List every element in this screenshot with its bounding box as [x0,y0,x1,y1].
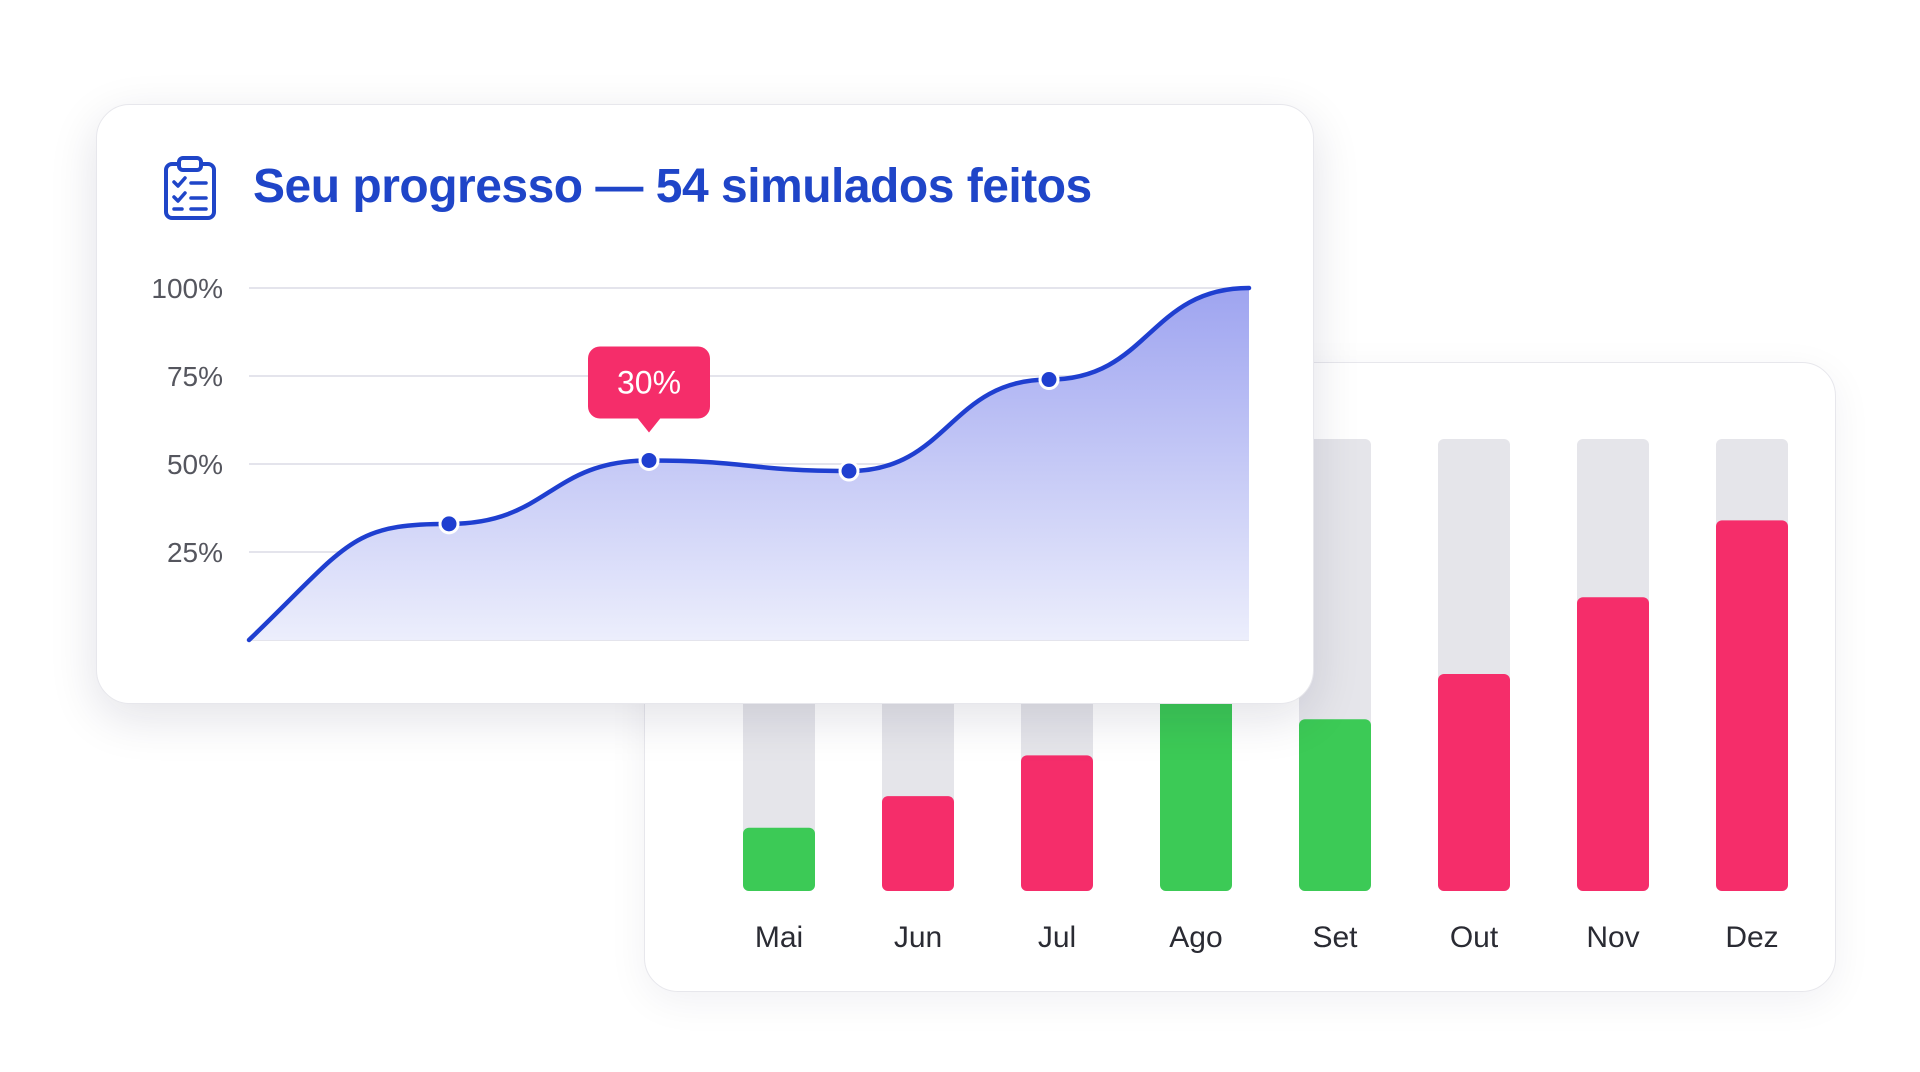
x-tick-label: Nov [1586,921,1639,954]
bar [882,796,954,891]
x-tick-label: Set [1312,921,1358,954]
progress-chart-card: Seu progresso — 54 simulados feitos 25% 5… [96,104,1314,704]
bar [1716,520,1788,891]
y-tick-label: 50% [167,449,223,480]
clipboard-checklist-icon [164,156,216,220]
bar [1299,719,1371,891]
progress-area-chart: 25% 50% 75% 100% 30% [151,273,1252,643]
bar [1577,597,1649,891]
bar [1021,755,1093,891]
x-tick-label: Jun [894,921,942,954]
bar [1438,674,1510,891]
tooltip-pointer [637,417,661,433]
data-point [1038,369,1060,391]
x-tick-label: Mai [755,921,803,954]
x-tick-label: Out [1450,921,1499,954]
data-point [638,449,660,471]
area-fill [249,288,1249,640]
tooltip: 30% [588,346,710,433]
bar [743,827,815,891]
y-tick-label: 100% [151,273,223,304]
series-line [246,285,1252,643]
tooltip-label: 30% [617,364,681,400]
data-point [838,460,860,482]
bar [1160,642,1232,891]
page-title: Seu progresso — 54 simulados feitos [253,160,1092,213]
x-tick-label: Ago [1169,921,1222,954]
x-tick-label: Dez [1725,921,1778,954]
y-tick-label: 25% [167,537,223,568]
x-tick-label: Jul [1038,921,1076,954]
data-point [438,513,460,535]
tooltip-box [588,346,710,419]
y-tick-label: 75% [167,361,223,392]
